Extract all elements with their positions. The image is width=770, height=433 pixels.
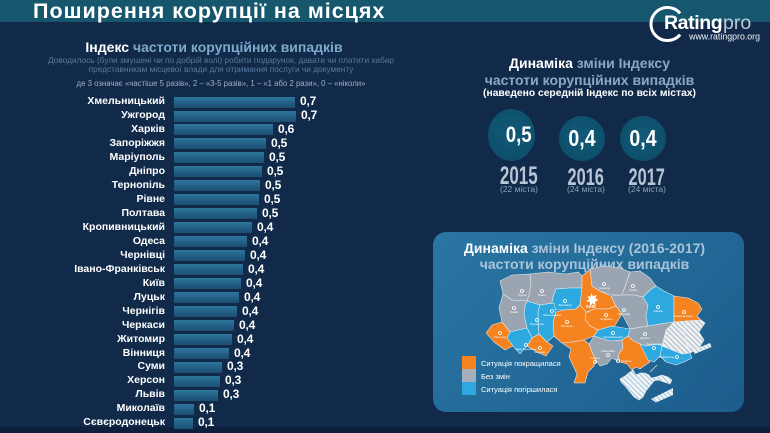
svg-text:www.ratingpro.org: www.ratingpro.org <box>688 32 760 42</box>
svg-text:Ужгород: Ужгород <box>494 335 506 339</box>
svg-text:Черкаси: Черкаси <box>600 317 612 321</box>
svg-text:Львів: Львів <box>510 310 518 314</box>
svg-text:Житомир: Житомир <box>558 303 572 307</box>
svg-text:Одеса: Одеса <box>590 356 599 360</box>
svg-text:Хмельницький: Хмельницький <box>543 313 562 317</box>
svg-text:Чернівці: Чернівці <box>534 350 546 354</box>
svg-text:Дніпро: Дніпро <box>640 336 650 340</box>
svg-text:Кропивницький: Кропивницький <box>603 335 623 339</box>
svg-text:Рівне: Рівне <box>538 293 546 297</box>
svg-text:Маріуполь: Маріуполь <box>659 355 674 359</box>
svg-text:Сєвєродонецьк: Сєвєродонецьк <box>674 314 694 318</box>
svg-text:Харків: Харків <box>653 309 663 313</box>
svg-text:Херсон: Херсон <box>621 359 632 363</box>
svg-text:Полтава: Полтава <box>618 312 630 316</box>
svg-text:Чернігів: Чернігів <box>598 286 610 290</box>
svg-text:Вінниця: Вінниця <box>561 324 573 328</box>
svg-text:Суми: Суми <box>629 288 637 292</box>
svg-text:Тернопіль: Тернопіль <box>530 322 545 326</box>
svg-text:pro: pro <box>723 12 751 34</box>
svg-text:Rating: Rating <box>664 12 722 34</box>
svg-text:КИЇВ: КИЇВ <box>586 304 596 309</box>
svg-text:Луцьк: Луцьк <box>518 293 527 297</box>
svg-text:Миколаїв: Миколаїв <box>601 349 615 353</box>
svg-text:Івано-Франківськ: Івано-Франківськ <box>515 347 537 351</box>
svg-text:Запоріжжя: Запоріжжя <box>646 342 662 346</box>
